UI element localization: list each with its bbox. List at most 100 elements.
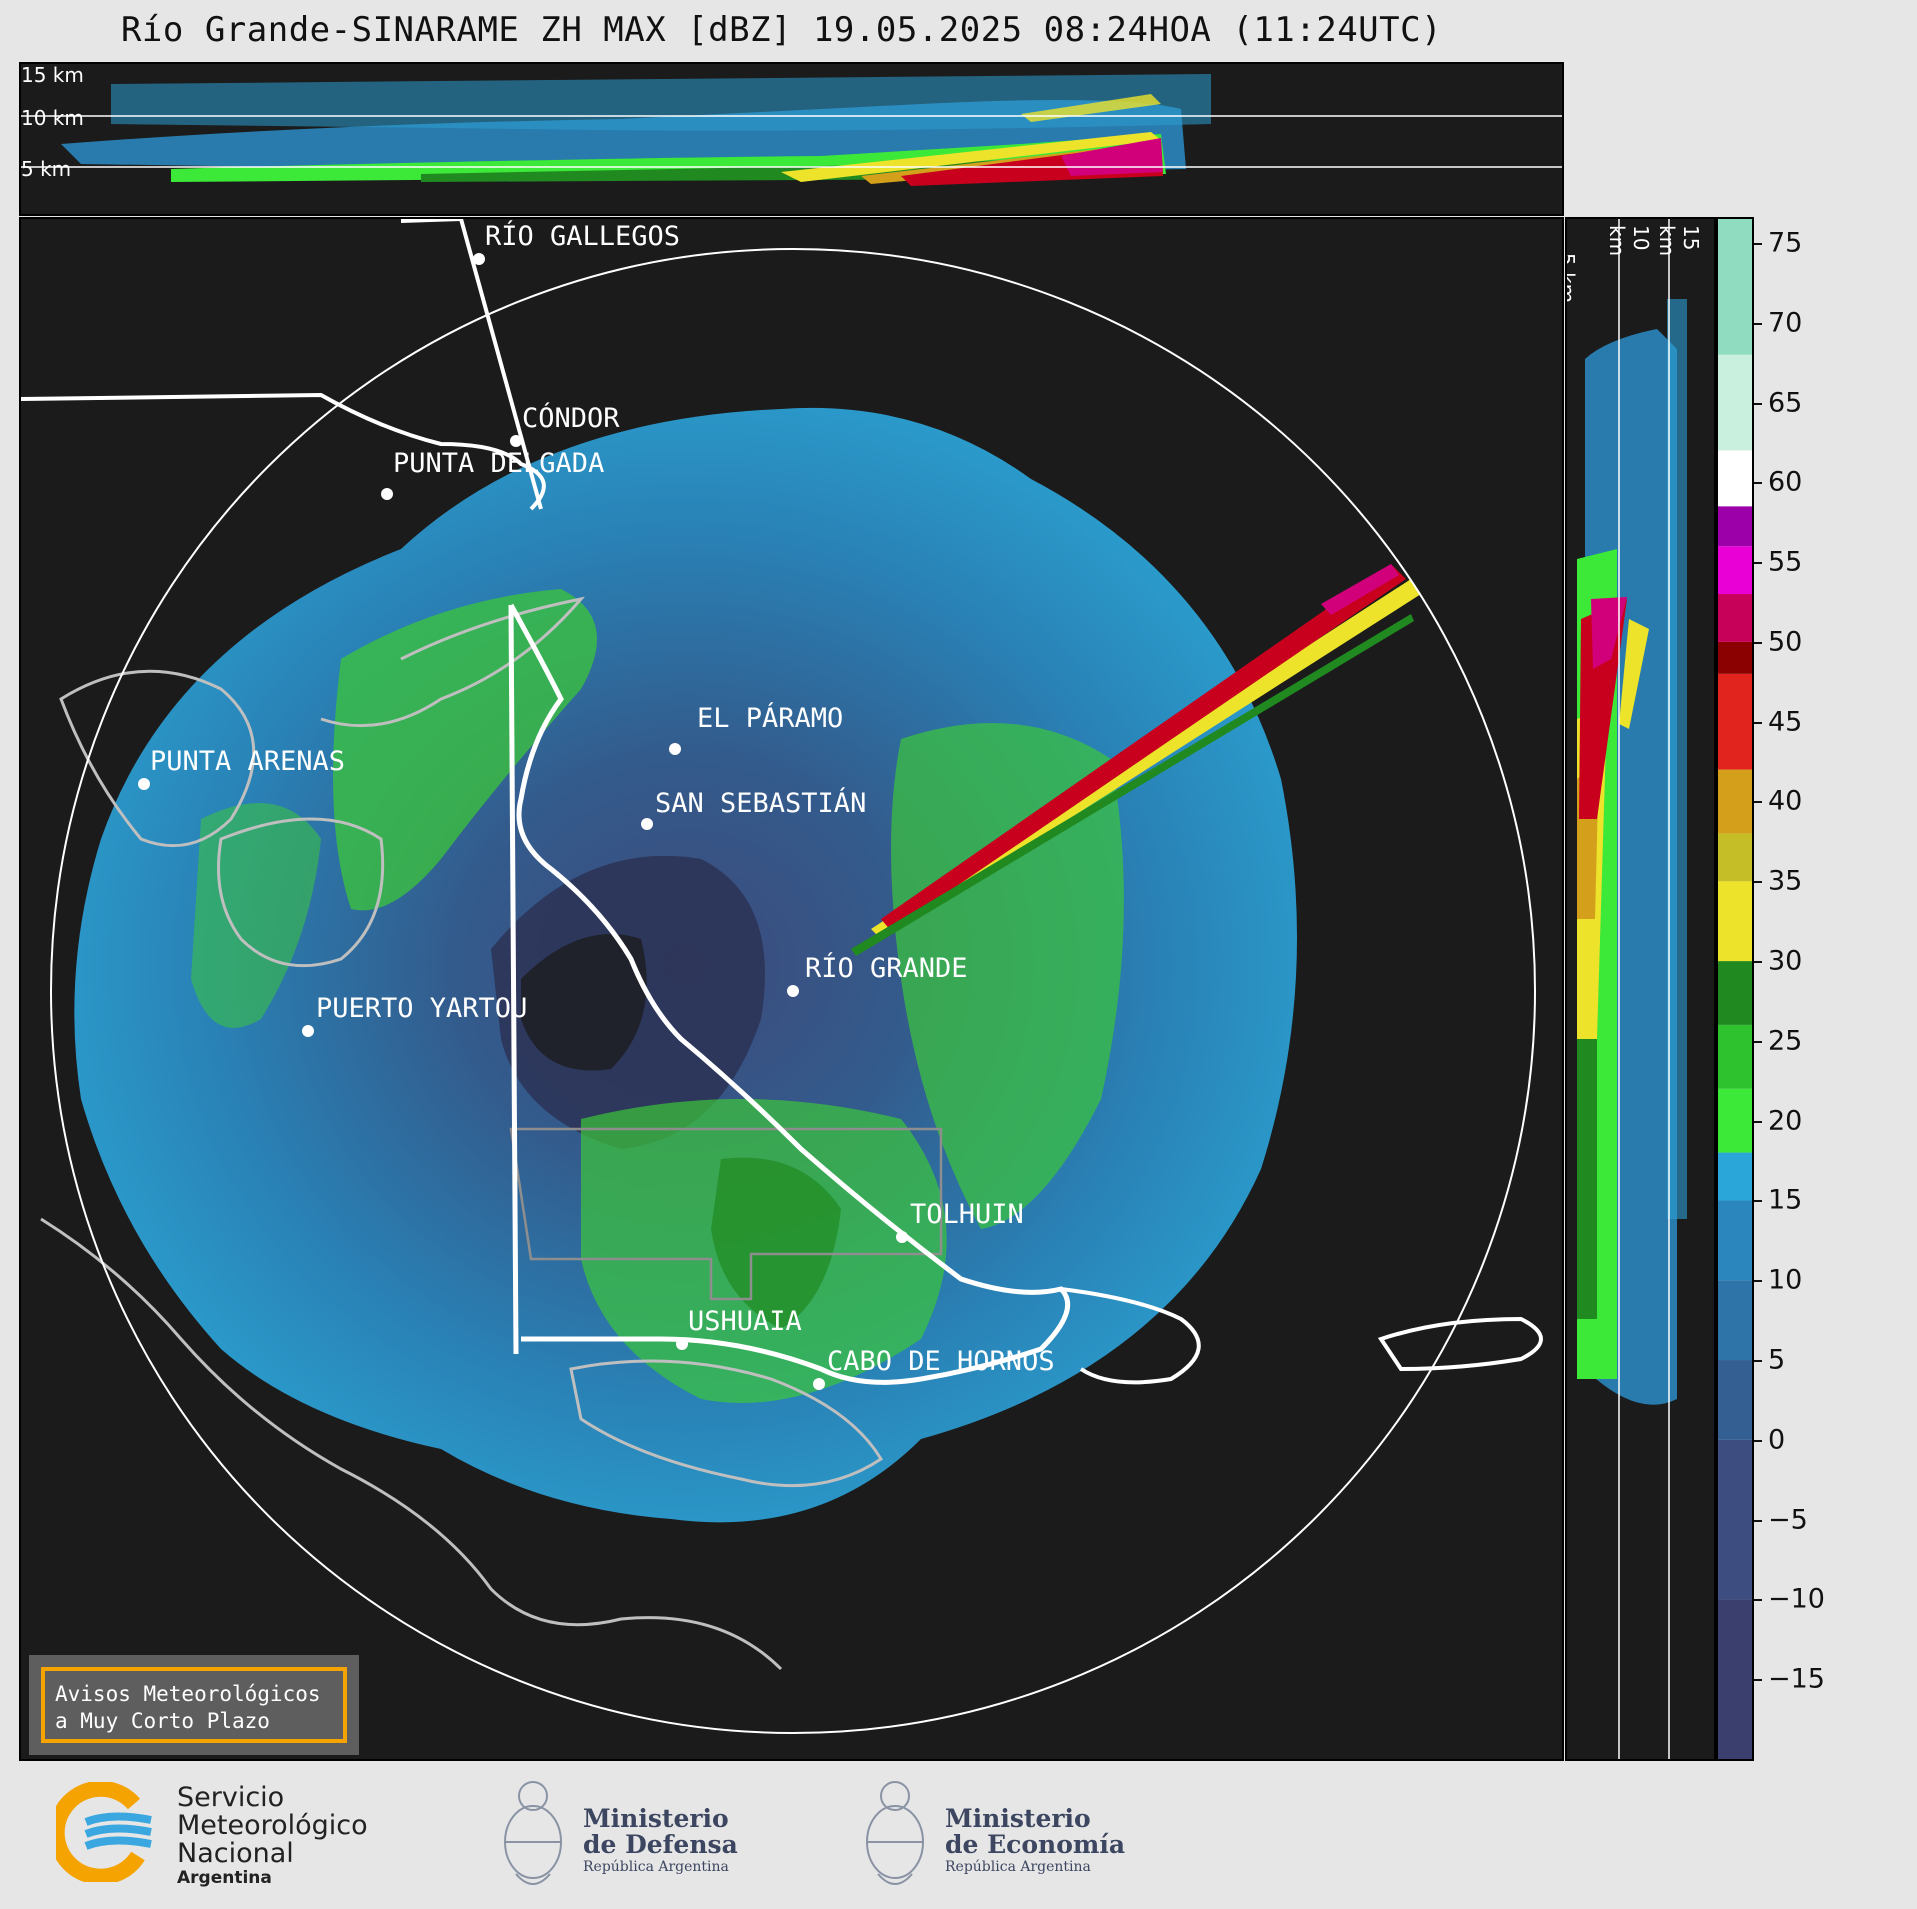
echo-beam-magenta [1321,564,1399,615]
radar-map-plot: RÍO GALLEGOS CÓNDOR PUNTA DELGADA PUNTA … [21,219,1543,1734]
smn-logo-icon [56,1782,152,1882]
echo-beam-red [881,564,1406,931]
city-marker-tolhuin [896,1231,908,1243]
city-label-ushuaia: USHUAIA [688,1306,802,1337]
border-rio-gallegos [400,219,543,510]
smn-line-2: Meteorológico [177,1810,368,1841]
colorbar-tick-label: 0 [1768,1424,1786,1456]
colorbar-tick [1754,1200,1762,1203]
colorbar-tick [1754,881,1762,884]
colorbar-tick-label: 75 [1768,227,1803,259]
colorbar-segment [1718,1439,1752,1600]
city-label-cabo-de-hornos: CABO DE HORNOS [827,1346,1055,1377]
city-marker-rio-grande [787,985,799,997]
city-marker-cabo-de-hornos [813,1378,825,1390]
coastline-north-strait [320,596,585,728]
economia-logo-text: Ministerio de Economía República Argenti… [945,1806,1125,1876]
side-echo-yellow-upper [1619,619,1649,729]
border-argentina-north [21,392,546,511]
colorbar-tick [1754,1439,1762,1442]
smn-line-4: Argentina [177,1868,272,1888]
coast-isla-de-los-estados [1377,1316,1543,1372]
colorbar-segment [1718,450,1752,507]
colorbar-tick [1754,322,1762,325]
colorbar-segment [1718,769,1752,834]
city-label-rio-grande: RÍO GRANDE [805,952,968,984]
city-label-puerto-yartou: PUERTO YARTOU [316,993,527,1024]
colorbar-segment [1718,354,1752,451]
city-marker-rio-gallegos [473,253,485,265]
colorbar-segment [1718,1360,1752,1440]
colorbar-tick-label: 45 [1768,706,1803,738]
colorbar-segment [1718,641,1752,674]
coastline-west [59,669,256,848]
colorbar-tick-label: −15 [1768,1663,1825,1695]
colorbar-tick [1754,801,1762,804]
side-cross-section: 5 km 10 km 15 km [1565,217,1716,1761]
colorbar-tick-label: 10 [1768,1264,1803,1296]
echo-clear-center [521,934,647,1071]
colorbar-segment [1718,1599,1752,1759]
colorbar-scale [1718,219,1752,1759]
colorbar-segment [1718,961,1752,1025]
city-label-el-paramo: EL PÁRAMO [697,702,843,734]
colorbar-tick-label: 60 [1768,466,1803,498]
coat-of-arms-icon [866,1781,924,1885]
defensa-line-2: de Defensa [583,1830,738,1859]
side-echo-blue-outer [1667,299,1687,1219]
top-altitude-label-15km: 15 km [21,63,84,87]
chart-title: Río Grande-SINARAME ZH MAX [dBZ] 19.05.2… [120,10,1443,50]
side-altitude-label-5km: 5 km [1565,253,1579,304]
colorbar-tick [1754,721,1762,724]
defensa-line-1: Ministerio [583,1804,729,1833]
top-echo-yellow [781,132,1161,182]
colorbar-tick-label: 15 [1768,1184,1803,1216]
border-chile-argentina [508,604,519,1355]
colorbar-tick [1754,1360,1762,1363]
smn-logo-text: Servicio Meteorológico Nacional Argentin… [177,1784,368,1889]
echo-beam-green [851,614,1414,956]
warning-line-1: Avisos Meteorológicos [55,1682,321,1706]
colorbar-tick [1754,1519,1762,1522]
colorbar-tick-label: 65 [1768,387,1803,419]
coast-atlantic [508,603,1071,1385]
colorbar-segment [1718,594,1752,642]
colorbar-tick-label: 70 [1768,307,1803,339]
colorbar-tick-label: −10 [1768,1583,1825,1615]
colorbar-tick [1754,242,1762,245]
coast-tierra-del-fuego-east [1060,1287,1201,1385]
warning-box[interactable]: Avisos Meteorológicos a Muy Corto Plazo [29,1655,359,1755]
colorbar-tick [1754,1120,1762,1123]
colorbar-tick [1754,562,1762,565]
colorbar-tick [1754,482,1762,485]
city-label-rio-gallegos: RÍO GALLEGOS [485,220,680,252]
top-echo-blue-upper [111,74,1211,131]
city-marker-ushuaia [676,1338,688,1350]
colorbar-tick [1754,1040,1762,1043]
side-echo-magenta [1591,597,1627,669]
colorbar [1716,217,1754,1761]
colorbar-ticks: 75 70 65 60 55 50 45 40 35 30 25 20 15 10 5 0 −5 −10 −15 [1754,217,1884,1761]
colorbar-tick-label: 5 [1768,1344,1786,1376]
smn-line-3: Nacional [177,1838,294,1869]
warning-line-2: a Muy Corto Plazo [55,1709,270,1733]
city-marker-puerto-yartou [302,1025,314,1037]
coastline-channels [40,1217,783,1671]
colorbar-tick [1754,402,1762,405]
top-echo-yellow-top [1021,94,1161,122]
echo-green-northwest [333,589,597,911]
top-altitude-label-5km: 5 km [21,157,72,181]
economia-line-2: de Economía [945,1830,1126,1859]
colorbar-segment [1718,1088,1752,1153]
colorbar-tick [1754,1679,1762,1682]
colorbar-tick [1754,1280,1762,1283]
city-marker-punta-arenas [138,778,150,790]
city-label-tolhuin: TOLHUIN [910,1199,1024,1230]
top-cross-section: 15 km 10 km 5 km [19,62,1564,216]
colorbar-segment [1718,673,1752,770]
colorbar-tick-label: 40 [1768,785,1803,817]
province-boundary [509,1127,943,1301]
colorbar-tick-label: 50 [1768,626,1803,658]
colorbar-tick [1754,641,1762,644]
colorbar-segment [1718,881,1752,962]
